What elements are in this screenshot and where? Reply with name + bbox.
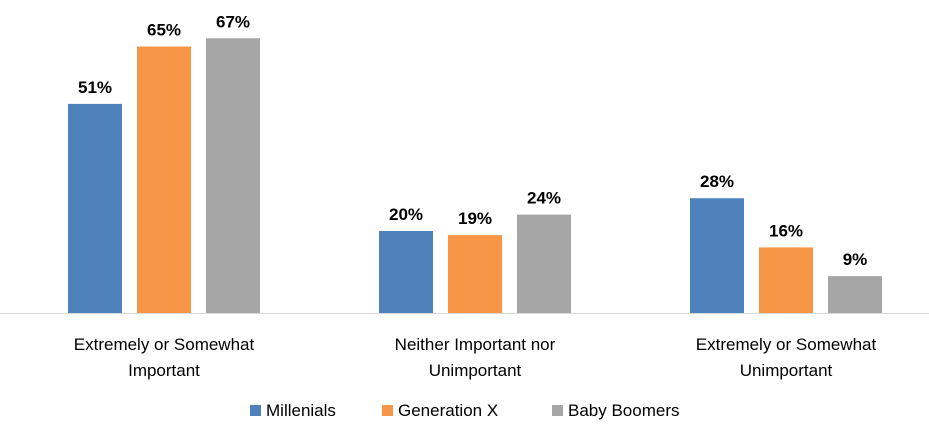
data-label-millenials-1: 20%	[389, 205, 423, 224]
bar-baby-boomers-0	[206, 38, 260, 314]
data-label-generation-x-2: 16%	[769, 221, 803, 240]
category-label-1-line-1: Unimportant	[429, 361, 522, 380]
legend-label-baby-boomers: Baby Boomers	[568, 401, 680, 420]
data-label-baby-boomers-0: 67%	[216, 12, 250, 31]
legend-label-millenials: Millenials	[266, 401, 336, 420]
category-label-1-line-0: Neither Important nor	[395, 335, 556, 354]
data-labels-layer: 51% 20% 28% 65% 19% 16% 67% 24% 9%	[78, 12, 867, 269]
legend-swatch-baby-boomers	[552, 405, 563, 416]
bar-millenials-1	[379, 231, 433, 313]
bar-millenials-0	[68, 103, 122, 314]
category-label-2-line-1: Unimportant	[740, 361, 833, 380]
legend-label-generation-x: Generation X	[398, 401, 498, 420]
legend-swatch-millenials	[250, 405, 261, 416]
data-label-millenials-0: 51%	[78, 78, 112, 97]
category-label-2-line-0: Extremely or Somewhat	[696, 335, 877, 354]
bar-generation-x-1	[448, 235, 502, 313]
bar-millenials-2	[690, 198, 744, 313]
legend: Millenials Generation X Baby Boomers	[250, 401, 680, 420]
data-label-baby-boomers-1: 24%	[527, 189, 561, 208]
bar-baby-boomers-2	[828, 276, 882, 313]
bar-generation-x-0	[137, 46, 191, 313]
category-label-0-line-0: Extremely or Somewhat	[74, 335, 255, 354]
data-label-baby-boomers-2: 9%	[843, 250, 868, 269]
data-label-generation-x-0: 65%	[147, 21, 181, 40]
category-label-0-line-1: Important	[128, 361, 200, 380]
legend-swatch-generation-x	[382, 405, 393, 416]
data-label-generation-x-1: 19%	[458, 209, 492, 228]
bar-generation-x-2	[759, 247, 813, 313]
category-labels-layer: Extremely or Somewhat Important Neither Im…	[74, 335, 877, 380]
data-label-millenials-2: 28%	[700, 172, 734, 191]
bars-layer	[68, 38, 882, 314]
bar-baby-boomers-1	[517, 214, 571, 313]
